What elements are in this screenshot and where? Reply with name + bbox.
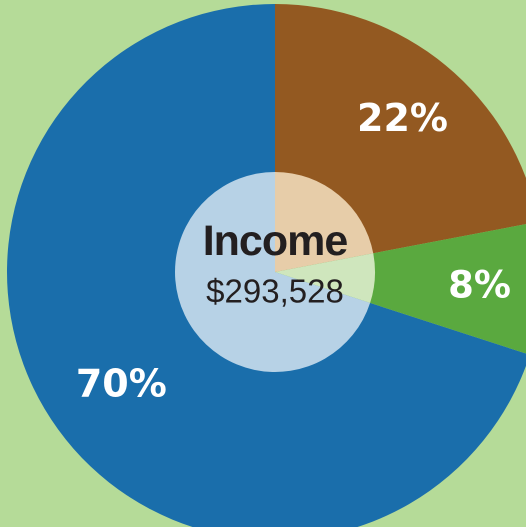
slice-label-8-percent: 8% — [448, 263, 511, 306]
center-segment-70-percent — [175, 172, 371, 372]
center-disc — [175, 172, 376, 372]
center-segment-22-percent — [275, 172, 374, 272]
slice-label-22-percent: 22% — [357, 96, 448, 140]
pie-slice-8-percent — [275, 224, 526, 354]
slice-labels: 70% 22% 8% — [76, 96, 511, 406]
center-segment-8-percent — [275, 253, 376, 303]
center-title: Income — [203, 217, 348, 265]
center-value: $293,528 — [206, 273, 344, 310]
slice-label-70-percent: 70% — [76, 362, 167, 406]
